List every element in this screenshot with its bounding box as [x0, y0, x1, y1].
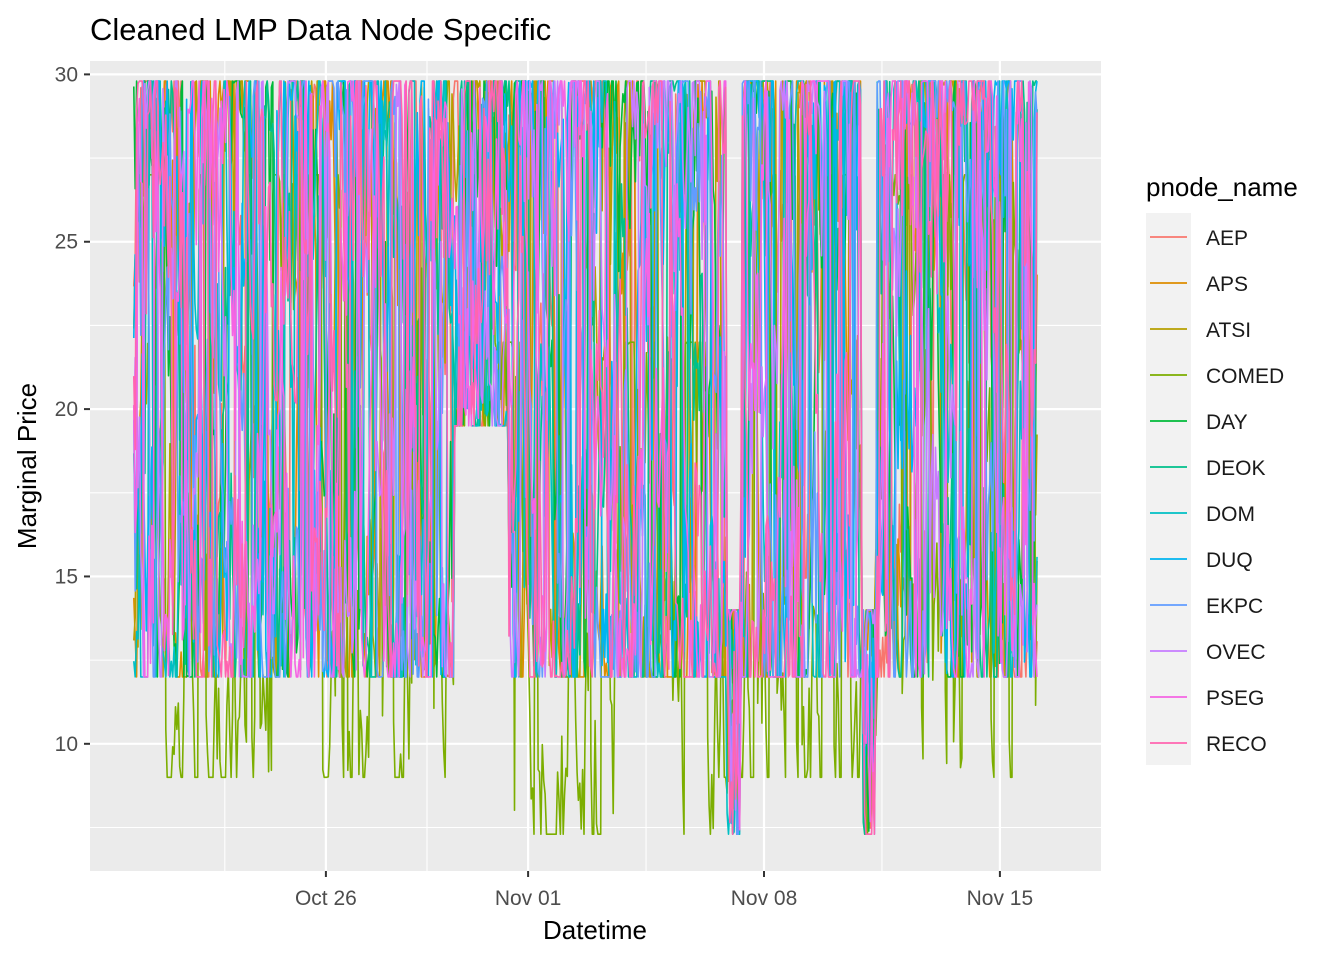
- x-tick-label: Nov 08: [731, 887, 798, 910]
- y-tick-label: 25: [55, 231, 78, 254]
- legend-label-deok: DEOK: [1206, 457, 1266, 480]
- x-axis-title: Datetime: [543, 915, 647, 945]
- legend-label-atsi: ATSI: [1206, 319, 1251, 342]
- y-axis-ticks: 10 15 20 25 30: [55, 63, 90, 756]
- legend-key-background: [1146, 213, 1191, 765]
- legend-label-dom: DOM: [1206, 503, 1255, 526]
- x-tick-label: Nov 01: [495, 887, 562, 910]
- x-tick-label: Oct 26: [295, 887, 357, 910]
- legend-label-ekpc: EKPC: [1206, 595, 1263, 618]
- legend-label-duq: DUQ: [1206, 549, 1253, 572]
- x-axis-ticks: Oct 26 Nov 01 Nov 08 Nov 15: [295, 871, 1033, 910]
- legend-items: AEP APS ATSI COMED DAY DEOK DOM DUQ EKPC OVEC PSEG…: [1150, 227, 1284, 756]
- legend-label-aps: APS: [1206, 273, 1248, 296]
- legend-label-comed: COMED: [1206, 365, 1284, 388]
- legend: pnode_name AEP APS ATSI COMED DAY DEOK DOM DUQ E…: [1146, 172, 1298, 765]
- legend-label-ovec: OVEC: [1206, 641, 1266, 664]
- legend-title: pnode_name: [1146, 172, 1298, 202]
- y-tick-label: 15: [55, 565, 78, 588]
- series-line-reco: [133, 80, 1038, 836]
- x-tick-label: Nov 15: [967, 887, 1034, 910]
- legend-label-reco: RECO: [1206, 733, 1267, 756]
- series-lines: [133, 80, 1038, 836]
- y-axis-title: Marginal Price: [12, 383, 42, 549]
- legend-label-aep: AEP: [1206, 227, 1248, 250]
- legend-label-day: DAY: [1206, 411, 1248, 434]
- chart-title: Cleaned LMP Data Node Specific: [90, 12, 551, 47]
- y-tick-label: 20: [55, 398, 78, 421]
- legend-label-pseg: PSEG: [1206, 687, 1264, 710]
- y-tick-label: 10: [55, 733, 78, 756]
- y-tick-label: 30: [55, 63, 78, 86]
